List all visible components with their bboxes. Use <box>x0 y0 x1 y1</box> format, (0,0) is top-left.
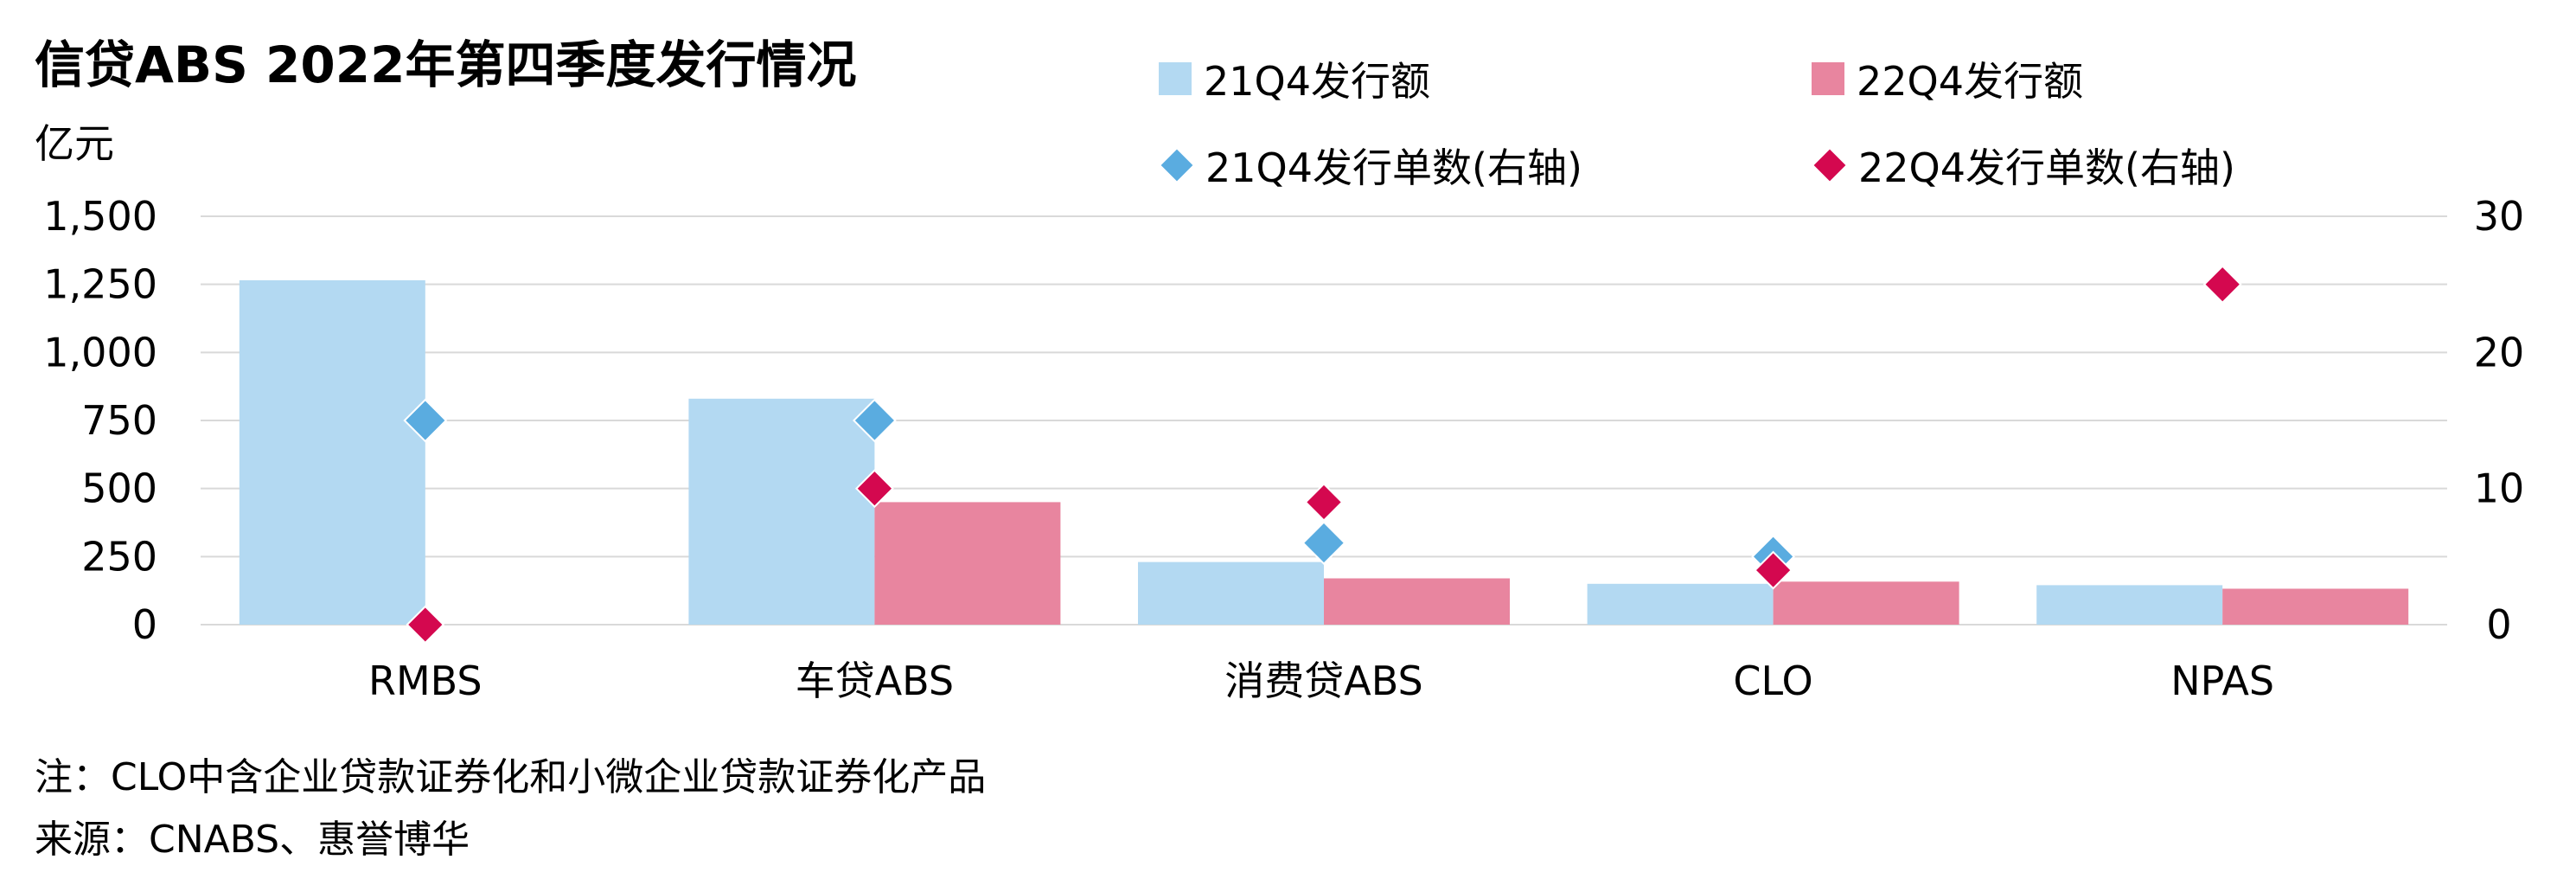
chart-title: 信贷ABS 2022年第四季度发行情况 <box>35 35 857 94</box>
y-tick-label: 1,500 <box>43 193 157 240</box>
count-marker <box>852 398 897 443</box>
count-marker <box>1301 521 1346 566</box>
legend-label-21q4-count: 21Q4发行单数(右轴) <box>1205 144 1582 191</box>
y-tick-label: 1,250 <box>43 261 157 308</box>
legend-item-21q4-count: 21Q4发行单数(右轴) <box>1159 137 1582 194</box>
source-note: 来源：CNABS、惠誉博华 <box>35 818 470 862</box>
legend-label-21q4-amount: 21Q4发行额 <box>1204 58 1431 105</box>
legend-item-22q4-amount: 22Q4发行额 <box>1812 50 2083 107</box>
y2-tick-label: 0 <box>2486 601 2511 648</box>
y-tick-label: 1,000 <box>43 329 157 375</box>
bar <box>1773 581 1959 625</box>
x-tick-label: 消费贷ABS <box>1224 658 1422 704</box>
y-tick-label: 0 <box>132 601 157 648</box>
bar <box>2222 588 2409 625</box>
legend-swatch-22q4-amount <box>1812 62 1844 95</box>
bar <box>688 398 875 625</box>
legend-swatch-21q4-amount <box>1159 62 1192 95</box>
x-tick-label: CLO <box>1733 658 1812 704</box>
bar <box>1138 561 1324 625</box>
legend-label-22q4-count: 22Q4发行单数(右轴) <box>1858 144 2235 191</box>
count-marker <box>406 605 445 645</box>
legend-item-21q4-amount: 21Q4发行额 <box>1159 50 1430 107</box>
y2-tick-label: 10 <box>2474 465 2525 512</box>
count-marker <box>2202 265 2242 305</box>
y2-tick-label: 20 <box>2474 329 2525 375</box>
y-tick-label: 500 <box>81 465 157 512</box>
count-marker <box>1754 550 1793 590</box>
x-tick-label: RMBS <box>368 658 483 704</box>
bar <box>1587 583 1774 625</box>
footnote: 注：CLO中含企业贷款证券化和小微企业贷款证券化产品 <box>35 755 987 799</box>
bar <box>2036 585 2223 625</box>
x-tick-label: NPAS <box>2170 658 2274 704</box>
y-axis-unit-label: 亿元 <box>35 120 114 167</box>
y-tick-label: 750 <box>81 397 157 444</box>
count-marker <box>403 398 448 443</box>
legend-label-22q4-amount: 22Q4发行额 <box>1857 58 2084 105</box>
y2-tick-label: 30 <box>2474 193 2525 240</box>
legend-item-22q4-count: 22Q4发行单数(右轴) <box>1812 137 2235 194</box>
bar <box>1324 578 1510 625</box>
count-marker <box>854 469 894 509</box>
x-tick-label: 车贷ABS <box>796 658 954 704</box>
bar <box>239 279 425 625</box>
bar <box>874 502 1061 625</box>
count-marker <box>1304 482 1344 522</box>
y-tick-label: 250 <box>81 533 157 580</box>
